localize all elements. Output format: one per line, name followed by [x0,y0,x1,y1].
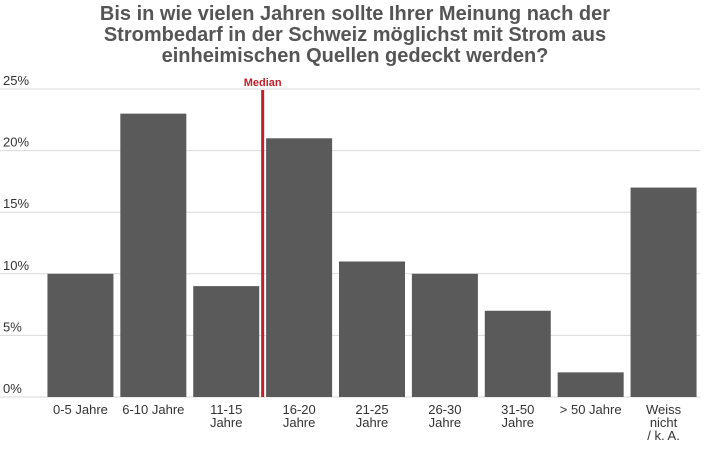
chart-title-line-1: Bis in wie vielen Jahren sollte Ihrer Me… [99,3,611,25]
bar-8 [630,187,697,397]
bar-2 [193,286,260,397]
bar-6 [484,310,551,397]
x-tick-label-6-1: Jahre [502,415,535,430]
y-tick-label-25: 25% [3,73,29,88]
y-tick-label-20: 20% [3,135,29,150]
bar-7 [557,372,624,397]
x-tick-label-1-0: 6-10 Jahre [122,402,184,417]
x-tick-label-8-1: nicht [650,415,678,430]
bar-3 [266,138,333,397]
x-tick-label-6-0: 31-50 [501,402,534,417]
x-tick-label-2-0: 11-15 [210,402,242,417]
x-tick-label-2-1: Jahre [210,415,243,430]
y-tick-label-0: 0% [3,381,22,396]
y-tick-label-10: 10% [3,258,29,273]
bar-1 [120,113,187,397]
x-tick-label-8-2: / k. A. [647,428,680,443]
chart-title-line-3: einheimischen Quellen gedeckt werden? [161,45,549,67]
x-tick-label-7-0: > 50 Jahre [560,402,622,417]
x-tick-label-8-0: Weiss [646,402,682,417]
x-tick-label-4-0: 21-25 [355,402,388,417]
x-tick-label-3-0: 16-20 [282,402,315,417]
bar-5 [411,273,478,397]
bar-0 [47,273,114,397]
y-tick-label-5: 5% [3,319,22,334]
chart-title: Bis in wie vielen Jahren sollte Ihrer Me… [0,4,710,67]
x-tick-label-3-1: Jahre [283,415,316,430]
x-tick-label-0-0: 0-5 Jahre [53,402,108,417]
y-tick-label-15: 15% [3,196,29,211]
bar-4 [339,261,405,397]
x-tick-label-4-1: Jahre [356,415,389,430]
median-label: Median [244,77,282,89]
x-tick-label-5-1: Jahre [429,415,462,430]
chart-title-line-2: Strombedarf in der Schweiz möglichst mit… [103,24,607,46]
x-tick-label-5-0: 26-30 [428,402,461,417]
